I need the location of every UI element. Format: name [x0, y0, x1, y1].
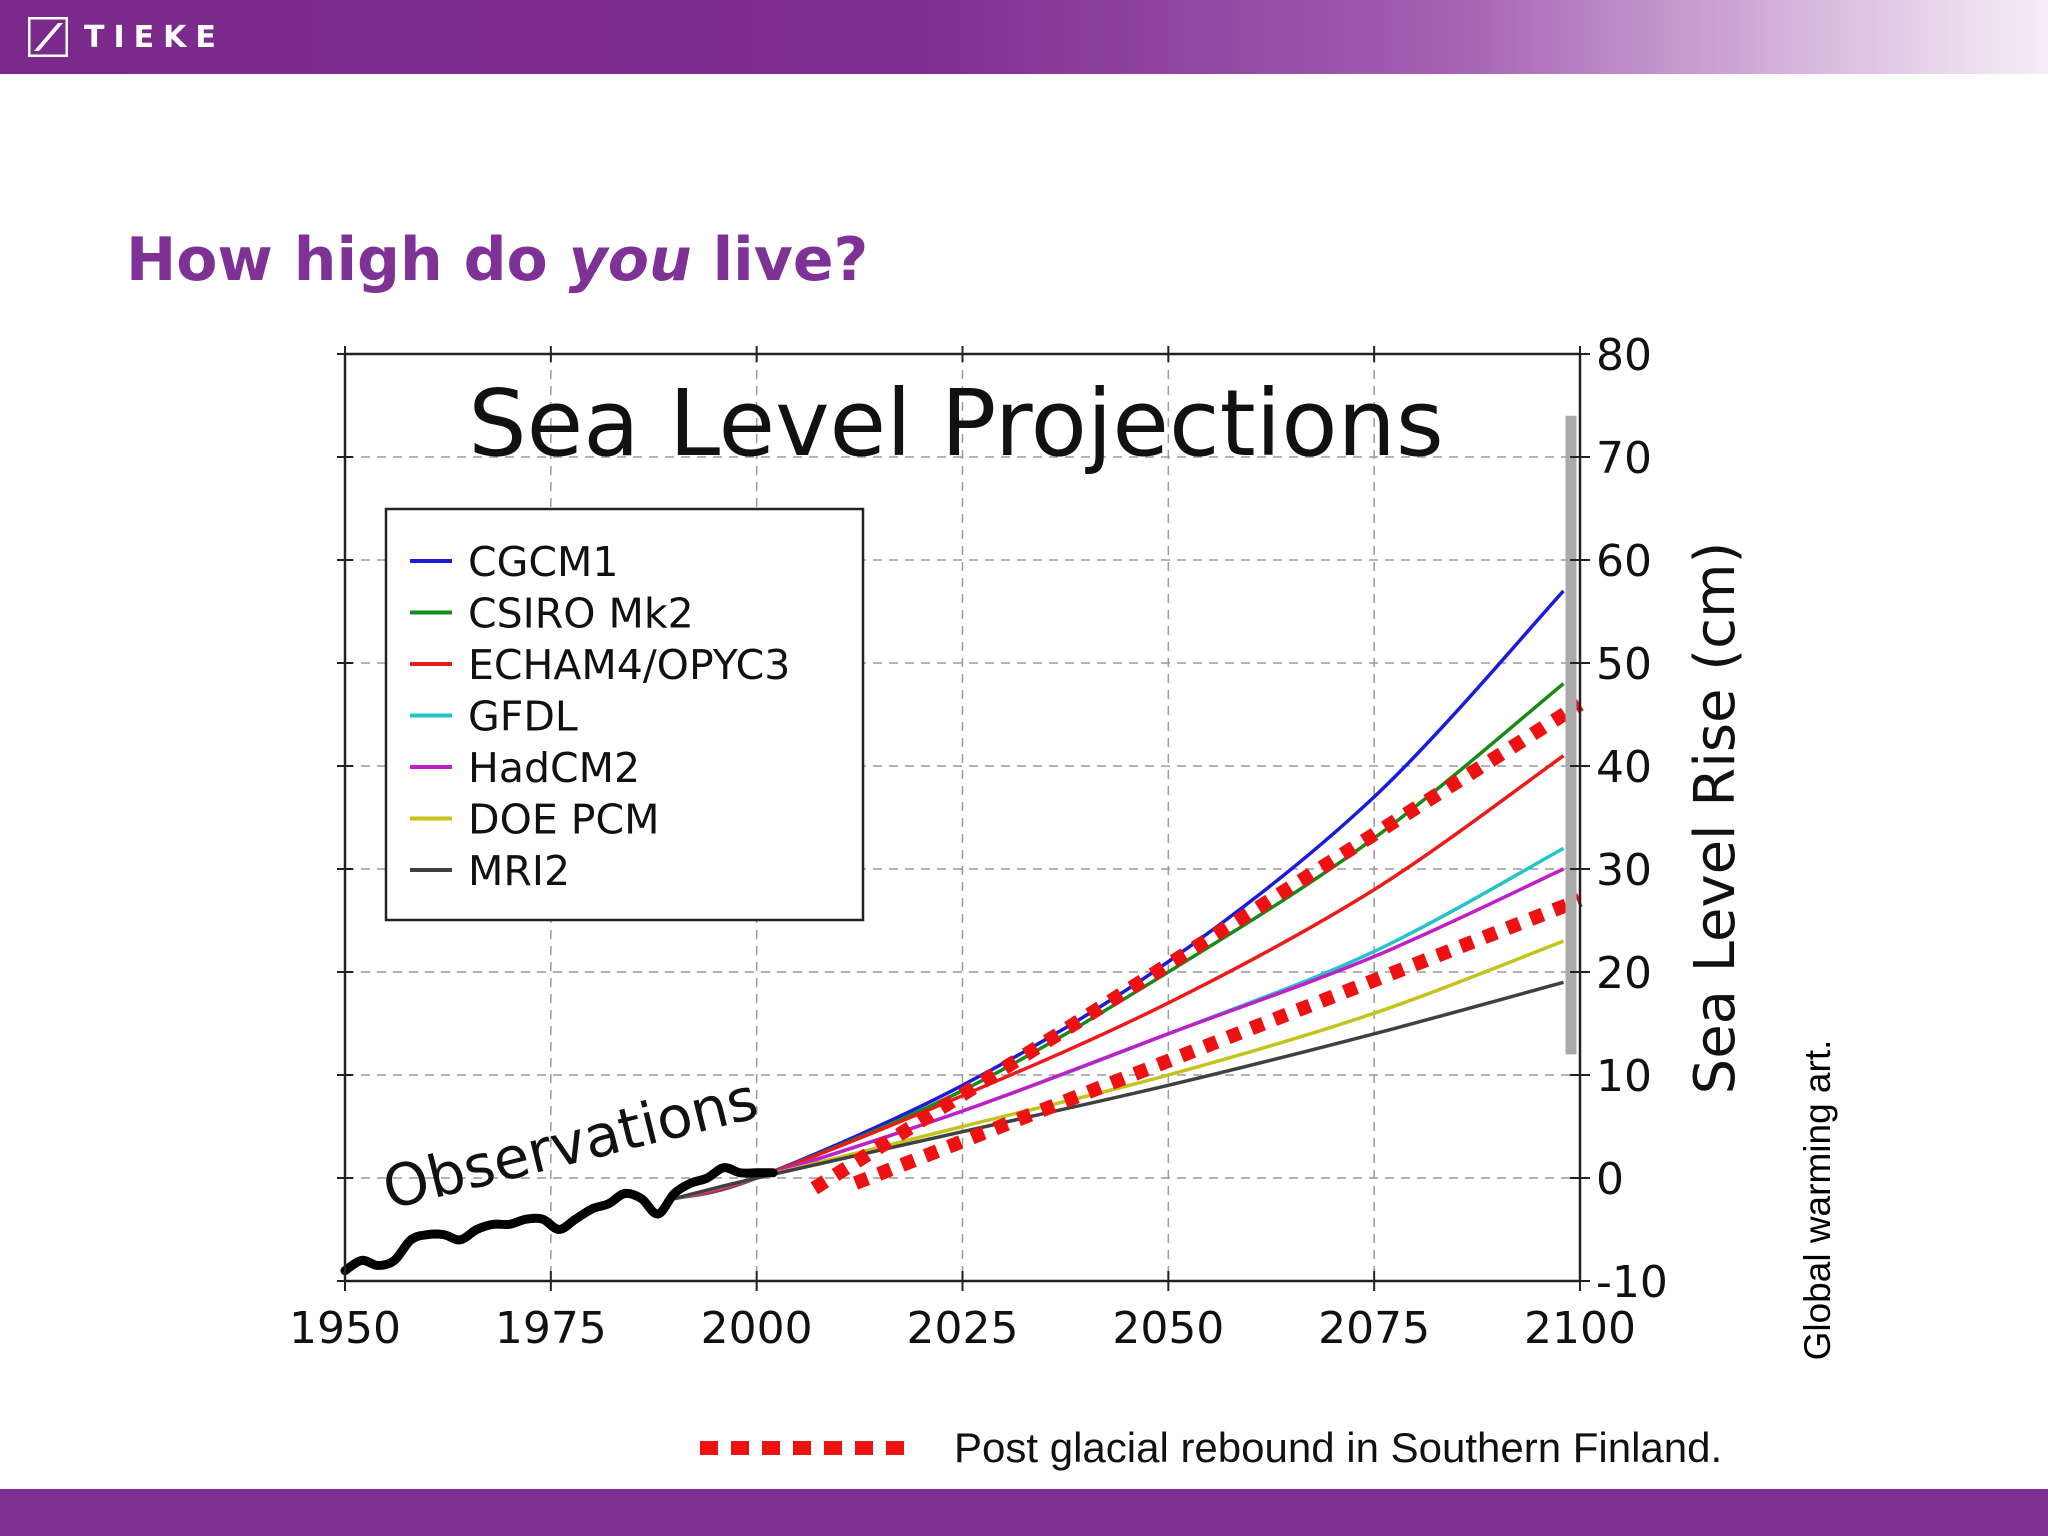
- chart-text: Sea Level Projections Sea Level Rise (cm)…: [376, 370, 1748, 1223]
- y-tick-label: 60: [1596, 536, 1652, 587]
- observations-layer: [340, 1163, 778, 1276]
- footnote-text: Post glacial rebound in Southern Finland…: [954, 1424, 1723, 1471]
- legend-label: MRI2: [468, 847, 570, 895]
- legend-label: HadCM2: [468, 744, 640, 792]
- y-tick-label: 70: [1596, 433, 1652, 484]
- y-tick-label: 80: [1596, 330, 1652, 381]
- legend-label: ECHAM4/OPYC3: [468, 641, 790, 689]
- observations-label: Observations: [376, 1064, 764, 1223]
- x-tick-label: 2000: [701, 1303, 813, 1354]
- chart-axes: [337, 346, 1590, 1291]
- legend-label: GFDL: [468, 693, 578, 741]
- chart-title: Sea Level Projections: [468, 370, 1444, 477]
- title-prefix: How high do: [126, 225, 569, 295]
- observations-line: [340, 1163, 778, 1276]
- title-emphasis: you: [568, 225, 692, 295]
- logo-text: TIEKE: [84, 19, 225, 55]
- x-tick-label: 1950: [289, 1303, 401, 1354]
- x-tick-label: 2100: [1524, 1303, 1636, 1354]
- y-tick-label: 50: [1596, 639, 1652, 690]
- tieke-logo: TIEKE: [28, 16, 225, 58]
- footnote: Post glacial rebound in Southern Finland…: [700, 1424, 1722, 1472]
- legend-label: CSIRO Mk2: [468, 590, 694, 638]
- legend-label: DOE PCM: [468, 796, 660, 844]
- rebound-line: [852, 893, 1583, 1190]
- x-tick-label: 2050: [1112, 1303, 1224, 1354]
- tick-labels: 1950 1975 2000 2025 2050 2075 2100-10 0 10 20 30 40…: [289, 330, 1668, 1354]
- rebound-legend-swatch: [700, 1441, 912, 1455]
- legend-box: [384, 507, 865, 922]
- legend-label: CGCM1: [468, 538, 619, 586]
- x-tick-label: 2025: [907, 1303, 1019, 1354]
- y-tick-label: 0: [1596, 1154, 1624, 1205]
- y-tick-label: 40: [1596, 742, 1652, 793]
- rebound-line: [810, 698, 1584, 1195]
- y-tick-label: 30: [1596, 845, 1652, 896]
- footer-bar: [0, 1489, 2048, 1536]
- x-tick-label: 1975: [495, 1303, 607, 1354]
- y-axis-label: Sea Level Rise (cm): [1683, 542, 1748, 1095]
- rebound-lines: [810, 698, 1584, 1195]
- series-line: [673, 980, 1564, 1201]
- y-tick-label: 20: [1596, 948, 1652, 999]
- logo-mark-icon: [28, 17, 68, 57]
- x-tick-label: 2075: [1318, 1303, 1430, 1354]
- y-tick-label: -10: [1596, 1257, 1668, 1308]
- title-suffix: live?: [691, 225, 869, 295]
- header-bar: [0, 0, 2048, 74]
- y-tick-label: 10: [1596, 1051, 1652, 1102]
- slide-title: How high do you live?: [126, 222, 868, 298]
- side-caption-text: Global warming art.: [1797, 1039, 1838, 1361]
